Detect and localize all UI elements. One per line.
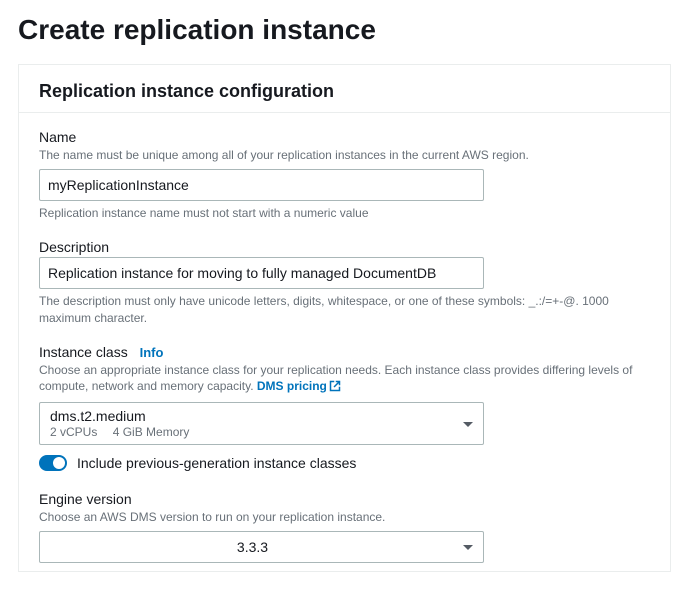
description-label: Description (39, 239, 650, 255)
name-field: Name The name must be unique among all o… (39, 129, 650, 221)
instance-class-value: dms.t2.medium (50, 408, 455, 424)
instance-class-info-link[interactable]: Info (140, 345, 164, 360)
name-label: Name (39, 129, 650, 145)
engine-version-label: Engine version (39, 491, 650, 507)
prev-gen-toggle-label: Include previous-generation instance cla… (77, 455, 356, 471)
instance-class-vcpus: 2 vCPUs (50, 425, 97, 439)
engine-version-select[interactable]: 3.3.3 (39, 531, 484, 563)
instance-class-sub: 2 vCPUs 4 GiB Memory (50, 425, 455, 439)
name-hint: Replication instance name must not start… (39, 205, 650, 221)
name-desc: The name must be unique among all of you… (39, 147, 650, 163)
name-input[interactable] (39, 169, 484, 201)
engine-version-select-wrap: 3.3.3 (39, 531, 484, 563)
config-panel: Replication instance configuration Name … (18, 64, 671, 572)
prev-gen-toggle[interactable] (39, 455, 67, 471)
instance-class-select-wrap: dms.t2.medium 2 vCPUs 4 GiB Memory (39, 402, 484, 445)
description-input[interactable] (39, 257, 484, 289)
instance-class-label-row: Instance class Info (39, 344, 650, 360)
engine-version-desc: Choose an AWS DMS version to run on your… (39, 509, 650, 525)
engine-version-value: 3.3.3 (237, 539, 268, 555)
panel-body: Name The name must be unique among all o… (19, 113, 670, 571)
page-title: Create replication instance (18, 14, 671, 46)
instance-class-memory: 4 GiB Memory (113, 425, 190, 439)
prev-gen-toggle-row: Include previous-generation instance cla… (39, 455, 650, 471)
dms-pricing-link[interactable]: DMS pricing (257, 379, 341, 393)
description-hint: The description must only have unicode l… (39, 293, 650, 325)
dms-pricing-link-text: DMS pricing (257, 379, 327, 393)
instance-class-select[interactable]: dms.t2.medium 2 vCPUs 4 GiB Memory (39, 402, 484, 445)
instance-class-label: Instance class (39, 344, 128, 360)
panel-header: Replication instance configuration (19, 65, 670, 113)
toggle-knob (53, 457, 65, 469)
external-link-icon (329, 380, 341, 396)
description-field: Description The description must only ha… (39, 239, 650, 325)
instance-class-desc: Choose an appropriate instance class for… (39, 362, 650, 396)
engine-version-field: Engine version Choose an AWS DMS version… (39, 491, 650, 563)
panel-heading: Replication instance configuration (39, 81, 650, 102)
instance-class-field: Instance class Info Choose an appropriat… (39, 344, 650, 445)
